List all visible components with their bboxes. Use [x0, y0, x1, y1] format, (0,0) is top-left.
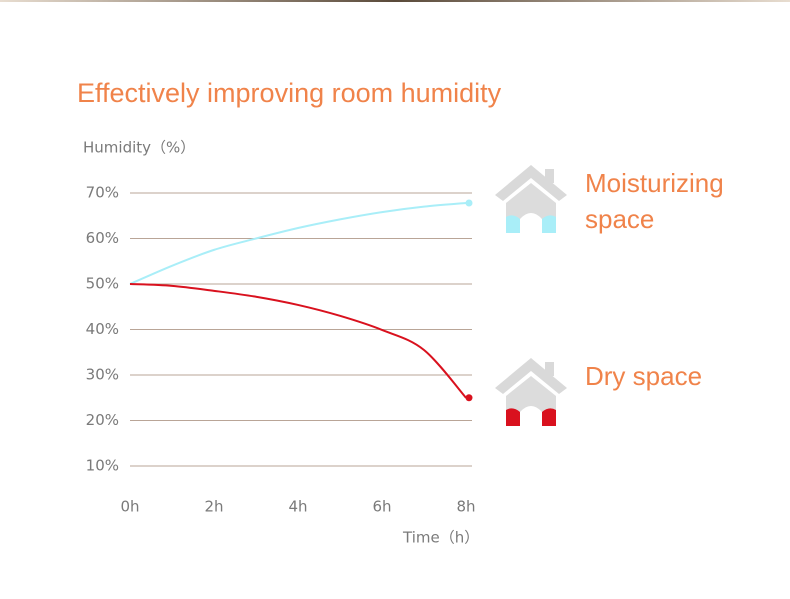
y-tick-label: 20% [86, 411, 119, 429]
legend-label: Moisturizing space [585, 168, 724, 234]
y-tick-label: 10% [86, 457, 119, 475]
line [129, 202, 467, 285]
house-roof [495, 165, 567, 201]
house-fill [506, 408, 556, 426]
legend-entry: Dry space [495, 358, 702, 426]
y-tick-label: 40% [86, 320, 119, 338]
house-roof [495, 358, 567, 394]
house-chimney [545, 169, 554, 183]
y-tick-label: 50% [86, 275, 119, 293]
end-point [465, 199, 473, 207]
legend-line: Moisturizing [585, 168, 724, 198]
x-axis-label: Time（h） [402, 529, 479, 547]
y-axis-label: Humidity（%） [83, 139, 195, 157]
x-tick-label: 4h [288, 498, 307, 516]
end-point [465, 394, 473, 402]
y-tick-label: 30% [86, 366, 119, 384]
legend-entry: Moisturizing space [495, 165, 724, 234]
top-border [0, 0, 790, 2]
house-fill [506, 215, 556, 233]
y-tick-label: 60% [86, 229, 119, 247]
y-tick-label: 70% [86, 184, 119, 202]
x-tick-label: 2h [204, 498, 223, 516]
legend-line: space [585, 204, 654, 234]
legend-label: Dry space [585, 361, 702, 391]
x-tick-label: 8h [456, 498, 475, 516]
chart-title: Effectively improving room humidity [77, 78, 502, 108]
line [129, 283, 467, 399]
x-tick-label: 6h [372, 498, 391, 516]
x-tick-label: 0h [120, 498, 139, 516]
house-chimney [545, 362, 554, 376]
